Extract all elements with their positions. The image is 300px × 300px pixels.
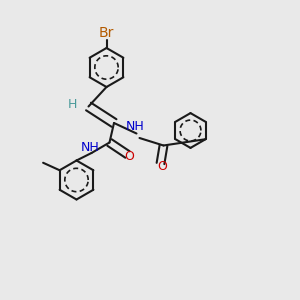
Text: NH: NH: [126, 120, 144, 134]
Text: NH: NH: [81, 141, 99, 154]
Text: O: O: [124, 150, 134, 164]
Text: O: O: [157, 160, 167, 173]
Text: H: H: [67, 98, 77, 112]
Text: Br: Br: [99, 26, 114, 40]
